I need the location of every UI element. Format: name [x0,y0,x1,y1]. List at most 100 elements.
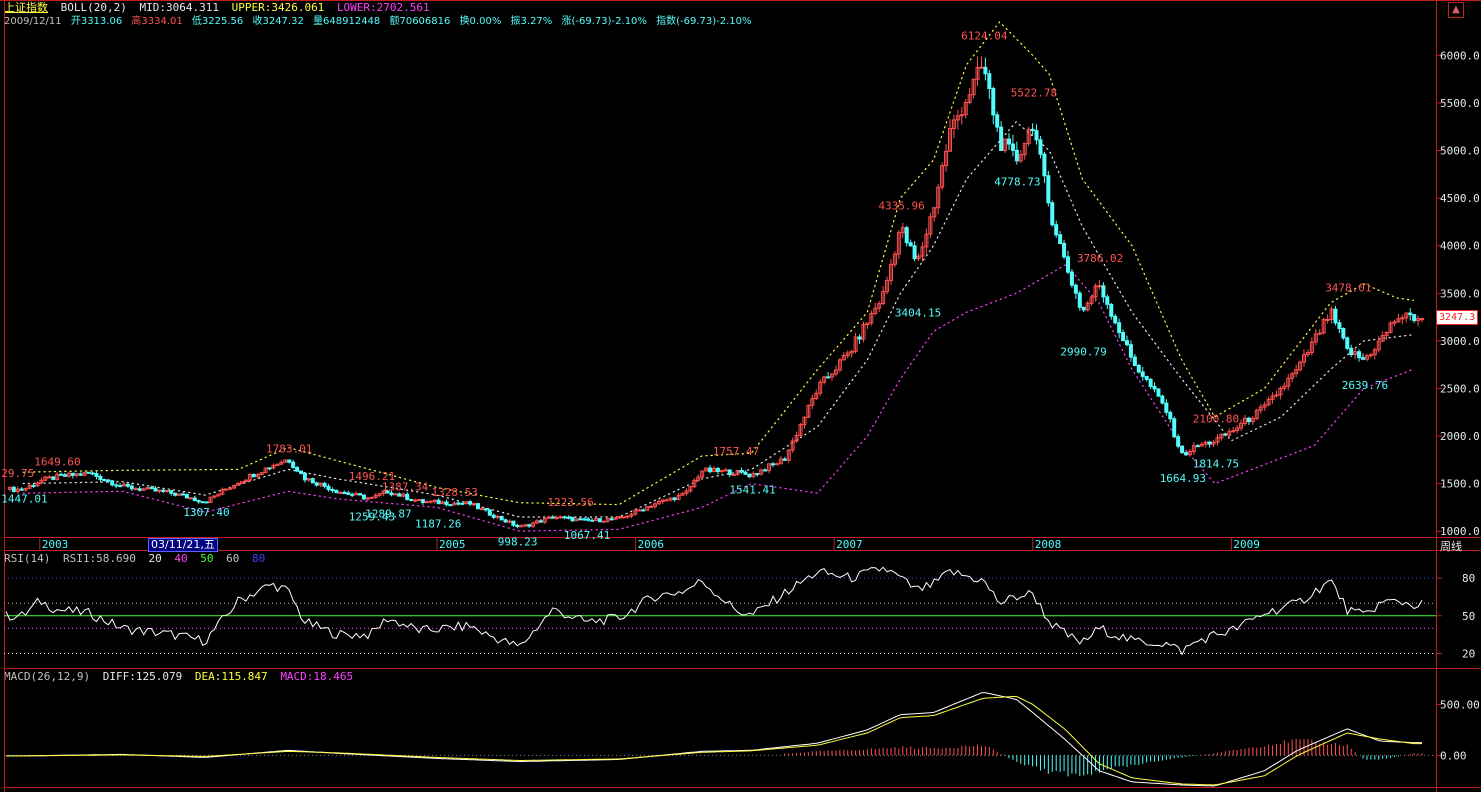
candle-body-up [621,516,626,519]
candle-body-down [322,482,327,487]
candle-body-up [1321,319,1326,334]
candle-body-up [338,491,343,494]
candle-body-down [1184,452,1188,456]
candle-body-up [1018,154,1023,162]
price-annotation: 1307.40 [183,506,229,519]
candle-body-down [991,88,996,116]
candle-body-up [424,501,429,504]
price-annotation: 1223.56 [547,496,593,509]
index-name[interactable]: 上证指数 [4,1,48,14]
price-annotation: 1067.41 [564,529,610,542]
candle-body-down [727,469,732,476]
candle-body-up [232,484,237,489]
candle-body-up [66,472,71,477]
candle-body-up [1211,441,1216,445]
date-axis-label: 2003 [42,538,68,551]
candle-body-down [771,463,775,466]
candle-body-up [141,488,146,491]
candle-body-down [708,467,713,473]
candle-body-up [369,496,374,499]
candle-body-up [1085,302,1090,311]
candle-body-down [397,493,402,497]
candle-body-up [432,499,437,502]
candle-body-up [889,263,893,281]
candle-body-down [586,518,591,521]
candle-body-up [916,255,921,260]
candle-body-up [1286,377,1291,387]
candle-body-up [1309,341,1314,354]
candle-body-down [1101,285,1106,298]
candle-body-up [542,517,547,523]
panel-scroll-up-button[interactable]: ▲ [1448,2,1464,18]
rsi-level-60: 60 [226,552,240,565]
candle-body-down [98,475,103,480]
rsi-line [5,566,1423,656]
candle-body-down [590,519,595,522]
candle-body-up [216,493,221,497]
candle-body-up [1250,417,1255,423]
candle-body-down [409,498,414,501]
boll-upper: UPPER:3426.061 [231,1,325,14]
candle-body-down [538,520,543,523]
candle-body-down [995,114,1000,128]
date-cursor-label: 03/11/21,五 [148,538,218,552]
candle-body-down [609,518,614,521]
candle-body-up [7,486,12,490]
candle-body-up [1231,430,1236,433]
candle-body-up [531,522,536,527]
candle-body-down [70,472,75,476]
candle-body-up [774,463,779,466]
quote-amount: 额70606816 [389,16,451,27]
candle-body-down [1160,395,1165,404]
candle-body-down [1246,417,1251,423]
last-price-tag: 3247.3 [1436,310,1479,325]
candle-body-up [259,472,264,475]
price-annotation: 998.23 [498,535,538,548]
candle-body-up [692,479,697,488]
candle-body-down [641,509,646,512]
candle-body-up [393,493,398,496]
candle-body-up [963,101,968,116]
candle-body-down [314,482,319,486]
candle-body-up [668,497,673,501]
price-annotation: 5522.78 [1011,87,1057,100]
period-label[interactable]: 周线 [1440,540,1462,553]
candle-body-up [1329,308,1334,320]
candle-body-up [656,500,661,505]
candle-body-up [833,369,838,375]
price-annotation: 6124.04 [961,30,1008,43]
candle-body-up [979,66,984,69]
candle-body-up [271,464,276,469]
candle-body-down [1058,234,1063,244]
candle-body-down [582,518,587,521]
candle-body-up [452,502,457,506]
price-annotation: 2100.80 [1193,412,1239,425]
candle-body-up [924,233,929,248]
candle-body-up [1258,406,1263,411]
candle-body-up [1274,394,1279,397]
candle-body-up [810,398,815,406]
candle-body-down [51,476,56,480]
candle-body-down [330,489,335,492]
candle-body-down [499,515,504,521]
candle-body-up [700,470,705,478]
candle-body-down [527,524,532,527]
candle-body-down [302,472,307,481]
candle-body-up [629,513,634,517]
candle-body-down [436,499,441,505]
candle-body-up [1404,312,1409,319]
quote-low: 低3225.56 [191,16,244,27]
candle-body-up [428,500,433,503]
candle-body-down [476,503,480,510]
candle-body-up [523,524,528,527]
candle-body-down [1156,388,1161,397]
price-y-tick-label: 1000.0 [1440,525,1480,538]
price-annotation: 1757.47 [713,445,759,458]
price-y-tick-label: 5500.0 [1440,97,1480,110]
candle-body-up [1396,318,1401,323]
candle-body-up [208,496,213,504]
candle-body-up [15,488,20,492]
quote-open: 开3313.06 [70,16,123,27]
candle-body-down [1066,256,1070,273]
